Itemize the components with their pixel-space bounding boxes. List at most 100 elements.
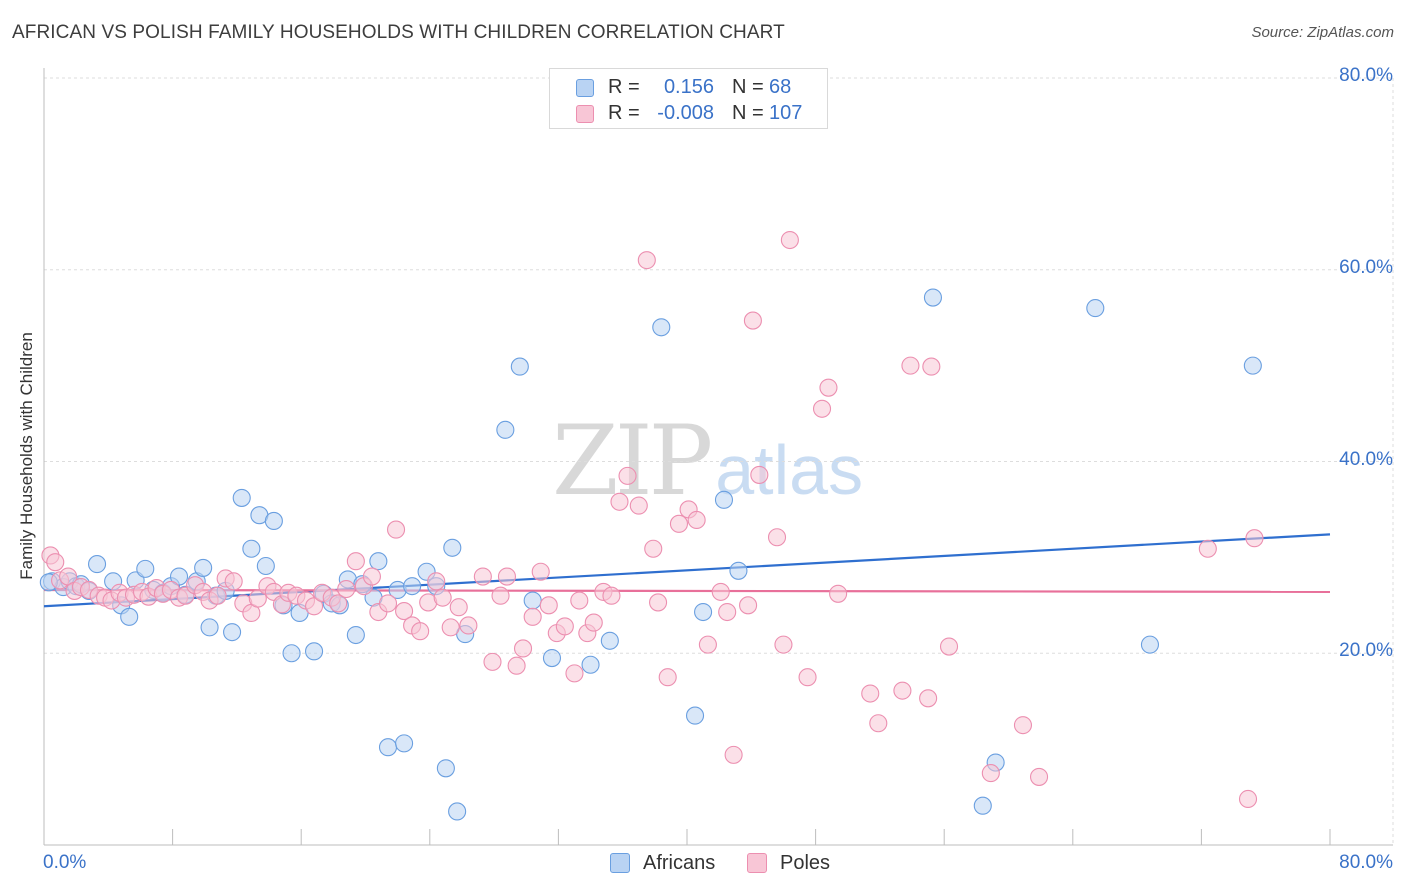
data-point-poles [1198,539,1217,558]
legend-row-poles: R = -0.008 N = 107 [550,102,829,126]
data-point-africans [923,288,942,307]
data-point-poles [46,553,65,572]
x-tick-label-max: 80.0% [1339,852,1393,873]
data-point-poles [1245,529,1264,548]
data-point-poles [1029,767,1049,786]
data-point-poles [798,668,817,687]
data-point-poles [893,681,912,700]
data-point-poles [491,586,510,605]
data-point-africans [652,318,671,337]
data-point-poles [531,562,550,581]
data-point-poles [919,689,938,708]
data-point-poles [411,622,430,641]
data-point-africans [714,490,734,509]
data-point-poles [248,589,267,608]
data-point-poles [724,745,743,764]
data-point-poles [441,618,460,637]
watermark-atlas: atlas [715,431,864,509]
data-point-poles [433,588,452,607]
data-point-poles [427,572,446,591]
data-point-africans [1086,299,1105,318]
correlation-legend: R = 0.156 N = 68 R = -0.008 N = 107 [549,68,828,129]
y-tick-label: 20.0% [1339,640,1393,662]
data-point-africans [581,655,600,674]
data-point-africans [600,631,619,650]
legend-r-label: R = [608,102,640,124]
data-point-poles [523,607,542,626]
data-point-africans [136,559,155,578]
data-point-africans [523,591,542,610]
y-tick-label: 80.0% [1339,65,1393,86]
data-point-africans [1243,356,1262,375]
chart-title: AFRICAN VS POLISH FAMILY HOUSEHOLDS WITH… [12,22,785,43]
trend-layer [43,533,1331,608]
data-point-africans [346,625,365,645]
data-point-africans [378,738,398,757]
legend-swatch-poles [576,105,594,123]
data-point-poles [497,567,517,586]
legend-label-poles: Poles [780,852,831,874]
data-point-poles [774,635,793,654]
data-point-africans [87,555,107,574]
data-point-poles [555,617,574,636]
data-point-poles [459,616,478,635]
data-point-africans [403,577,422,596]
data-point-poles [739,596,758,615]
data-point-africans [369,552,388,571]
grid-layer [44,77,1394,845]
data-point-africans [264,511,283,530]
data-point-poles [767,528,787,547]
legend-row-africans: R = 0.156 N = 68 [550,76,829,100]
data-point-africans [973,796,992,815]
data-point-poles [329,594,348,613]
data-point-poles [539,596,558,615]
data-point-poles [981,764,1000,783]
data-point-africans [694,602,713,622]
data-point-poles [570,591,589,610]
data-point-poles [819,378,838,397]
data-point-poles [337,579,356,599]
data-point-africans [729,561,748,580]
data-point-poles [362,567,381,586]
data-point-poles [513,639,533,658]
legend-swatch-poles [747,853,767,873]
legend-swatch-africans [610,853,630,873]
data-point-poles [386,520,406,539]
data-point-poles [780,230,799,250]
data-point-poles [483,652,502,671]
data-point-africans [542,648,562,668]
data-point-poles [473,567,492,586]
data-point-poles [644,539,663,558]
data-point-africans [510,357,529,376]
data-point-africans [395,734,414,753]
data-point-poles [939,637,959,656]
data-point-poles [743,311,762,330]
data-point-africans [256,556,275,576]
legend-r-value: 0.156 [663,76,714,98]
data-point-poles [305,597,324,616]
data-point-poles [378,594,398,613]
data-point-africans [169,567,189,586]
source-label: Source: ZipAtlas.com [1251,24,1394,41]
data-point-poles [1238,789,1258,809]
data-point-africans [194,558,213,577]
legend-n-label: N = [732,76,764,98]
data-point-poles [507,656,526,675]
data-point-poles [869,714,888,733]
data-point-africans [223,623,242,642]
y-tick-label: 40.0% [1339,448,1393,470]
data-point-poles [1013,716,1033,735]
data-point-poles [750,465,769,484]
legend-n-value: 68 [769,76,792,98]
legend-r-value: -0.008 [657,102,714,124]
data-point-poles [602,586,621,605]
data-point-poles [711,582,730,601]
data-point-africans [685,706,705,725]
points-layer [39,230,1264,821]
trend-line-poles [43,588,1331,593]
data-point-africans [232,488,251,507]
axis-layer [43,68,1393,846]
data-point-africans [443,538,462,557]
legend-r-label: R = [608,76,640,98]
